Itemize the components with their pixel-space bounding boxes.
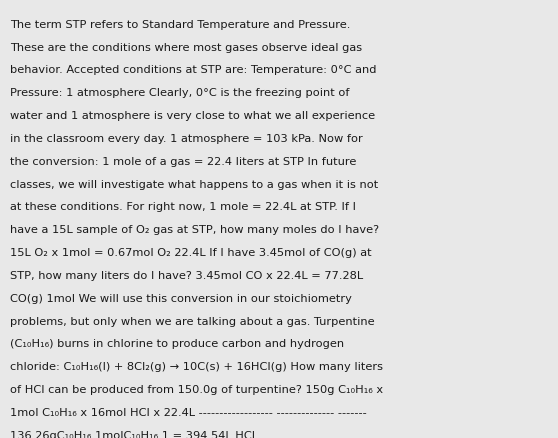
Text: 136.26gC₁₀H₁₆ 1molC₁₀H₁₆ 1 = 394.54L HCl: 136.26gC₁₀H₁₆ 1molC₁₀H₁₆ 1 = 394.54L HCl [10,430,255,438]
Text: STP, how many liters do I have? 3.45mol CO x 22.4L = 77.28L: STP, how many liters do I have? 3.45mol … [10,270,363,280]
Text: the conversion: 1 mole of a gas = 22.4 liters at STP In future: the conversion: 1 mole of a gas = 22.4 l… [10,156,357,166]
Text: CO(g) 1mol We will use this conversion in our stoichiometry: CO(g) 1mol We will use this conversion i… [10,293,352,303]
Text: problems, but only when we are talking about a gas. Turpentine: problems, but only when we are talking a… [10,316,374,326]
Text: behavior. Accepted conditions at STP are: Temperature: 0°C and: behavior. Accepted conditions at STP are… [10,65,377,75]
Text: water and 1 atmosphere is very close to what we all experience: water and 1 atmosphere is very close to … [10,111,375,121]
Text: have a 15L sample of O₂ gas at STP, how many moles do I have?: have a 15L sample of O₂ gas at STP, how … [10,225,379,235]
Text: classes, we will investigate what happens to a gas when it is not: classes, we will investigate what happen… [10,179,378,189]
Text: These are the conditions where most gases observe ideal gas: These are the conditions where most gase… [10,42,362,53]
Text: (C₁₀H₁₆) burns in chlorine to produce carbon and hydrogen: (C₁₀H₁₆) burns in chlorine to produce ca… [10,339,344,349]
Text: The term STP refers to Standard Temperature and Pressure.: The term STP refers to Standard Temperat… [10,20,350,30]
Text: 15L O₂ x 1mol = 0.67mol O₂ 22.4L If I have 3.45mol of CO(g) at: 15L O₂ x 1mol = 0.67mol O₂ 22.4L If I ha… [10,247,372,258]
Text: 1mol C₁₀H₁₆ x 16mol HCl x 22.4L ------------------ -------------- -------: 1mol C₁₀H₁₆ x 16mol HCl x 22.4L --------… [10,407,367,417]
Text: chloride: C₁₀H₁₆(l) + 8Cl₂(g) → 10C(s) + 16HCl(g) How many liters: chloride: C₁₀H₁₆(l) + 8Cl₂(g) → 10C(s) +… [10,361,383,371]
Text: at these conditions. For right now, 1 mole = 22.4L at STP. If I: at these conditions. For right now, 1 mo… [10,202,356,212]
Text: in the classroom every day. 1 atmosphere = 103 kPa. Now for: in the classroom every day. 1 atmosphere… [10,134,363,144]
Text: Pressure: 1 atmosphere Clearly, 0°C is the freezing point of: Pressure: 1 atmosphere Clearly, 0°C is t… [10,88,349,98]
Text: of HCl can be produced from 150.0g of turpentine? 150g C₁₀H₁₆ x: of HCl can be produced from 150.0g of tu… [10,384,383,394]
